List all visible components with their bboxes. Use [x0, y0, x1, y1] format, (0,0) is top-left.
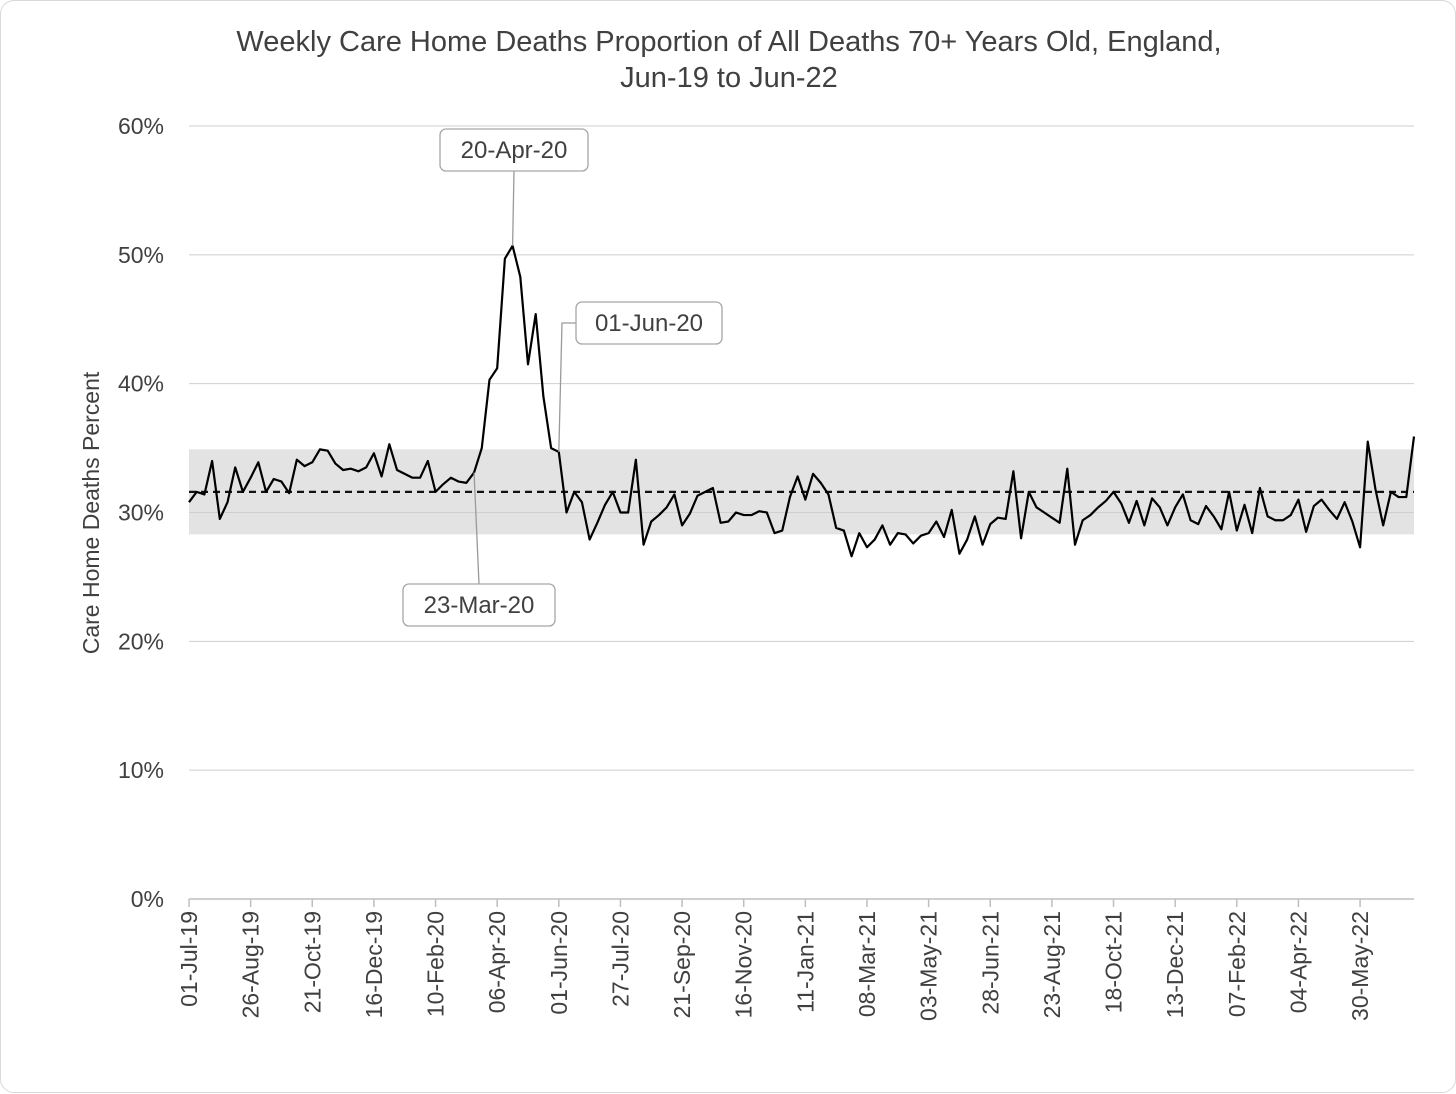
x-tick-label: 04-Apr-22: [1285, 911, 1311, 1013]
callout-box: [439, 128, 589, 172]
plot-area: 0% 10% 20% 30% 40% 50% 60% 01-Jul-19 26-Aug-19 21…: [118, 113, 1416, 1021]
x-tick-label: 10-Feb-20: [423, 911, 449, 1017]
y-tick-label: 0%: [131, 886, 164, 912]
x-tick-label: 03-May-21: [916, 911, 942, 1021]
x-tick-label: 01-Jul-19: [176, 911, 202, 1007]
series-line: [188, 244, 1416, 558]
callout-leader: [511, 170, 515, 246]
y-tick-label: 30%: [118, 500, 164, 526]
x-tick-label: 08-Mar-21: [854, 911, 880, 1017]
x-tick-label: 30-May-22: [1347, 911, 1373, 1021]
x-tick-label: 01-Jun-20: [546, 911, 572, 1015]
chart-subtitle: Jun-19 to Jun-22: [620, 62, 838, 94]
callout-label: 01-Jun-20: [595, 310, 703, 337]
callout-20-apr-20: 20-Apr-20: [439, 128, 589, 246]
callout-box: [575, 301, 723, 345]
x-tick-label: 27-Jul-20: [607, 911, 633, 1007]
chart-title: Weekly Care Home Deaths Proportion of Al…: [236, 26, 1221, 58]
x-tick-label: 18-Oct-21: [1101, 911, 1127, 1013]
callout-01-jun-20: 01-Jun-20: [558, 301, 723, 452]
x-tick-label: 23-Aug-21: [1039, 911, 1065, 1018]
x-tick-label: 13-Dec-21: [1162, 911, 1188, 1018]
y-tick-label: 60%: [118, 113, 164, 139]
callout-leader: [473, 472, 480, 585]
x-tick-label: 26-Aug-19: [238, 911, 264, 1018]
x-tick-label: 21-Oct-19: [299, 911, 325, 1013]
callout-23-mar-20: 23-Mar-20: [402, 472, 556, 627]
y-tick-label: 10%: [118, 757, 164, 783]
x-tick-label: 16-Dec-19: [361, 911, 387, 1018]
x-tick-label: 16-Nov-20: [731, 911, 757, 1018]
callout-leader: [558, 322, 576, 452]
x-tick-label: 07-Feb-22: [1224, 911, 1250, 1017]
x-tick-label: 11-Jan-21: [792, 911, 818, 1013]
callout-label: 23-Mar-20: [424, 592, 535, 619]
x-tick-label: 21-Sep-20: [669, 911, 695, 1018]
y-tick-label: 50%: [118, 242, 164, 268]
x-tick-label: 06-Apr-20: [484, 911, 510, 1013]
callout-box: [402, 583, 556, 627]
x-tick-label: 28-Jun-21: [977, 911, 1003, 1015]
callout-label: 20-Apr-20: [461, 137, 568, 164]
y-tick-label: 20%: [118, 628, 164, 654]
y-tick-label: 40%: [118, 371, 164, 397]
y-axis-title: Care Home Deaths Percent: [78, 371, 104, 654]
